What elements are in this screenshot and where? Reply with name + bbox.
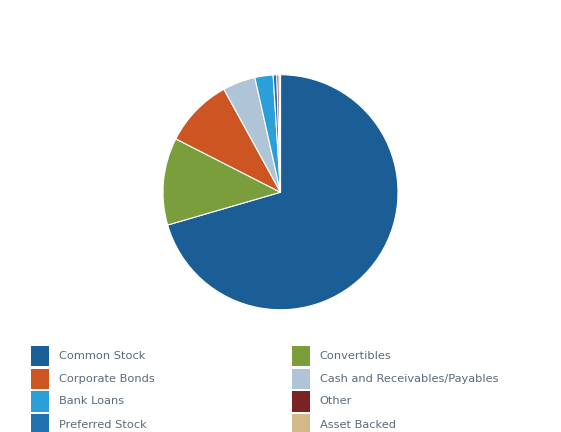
Wedge shape [224, 78, 280, 192]
FancyBboxPatch shape [292, 414, 310, 432]
Text: Cash and Receivables/Payables: Cash and Receivables/Payables [320, 374, 498, 384]
Wedge shape [277, 75, 280, 192]
Text: Common Stock: Common Stock [59, 351, 145, 361]
Wedge shape [168, 75, 398, 310]
FancyBboxPatch shape [31, 414, 49, 432]
Text: Convertibles: Convertibles [320, 351, 392, 361]
FancyBboxPatch shape [292, 369, 310, 389]
Text: Corporate Bonds: Corporate Bonds [59, 374, 155, 384]
Text: Other: Other [320, 396, 352, 407]
Text: ASSET ALLOCATION: ASSET ALLOCATION [7, 16, 182, 31]
Wedge shape [176, 89, 280, 192]
Wedge shape [255, 75, 280, 192]
Wedge shape [273, 75, 280, 192]
Text: Asset Backed: Asset Backed [320, 419, 396, 429]
FancyBboxPatch shape [31, 346, 49, 366]
FancyBboxPatch shape [292, 346, 310, 366]
FancyBboxPatch shape [31, 369, 49, 389]
Text: As of 3/31/24: As of 3/31/24 [451, 16, 554, 31]
Wedge shape [163, 139, 280, 225]
FancyBboxPatch shape [292, 391, 310, 412]
FancyBboxPatch shape [31, 391, 49, 412]
Text: Preferred Stock: Preferred Stock [59, 419, 146, 429]
Text: Bank Loans: Bank Loans [59, 396, 124, 407]
Wedge shape [279, 75, 280, 192]
